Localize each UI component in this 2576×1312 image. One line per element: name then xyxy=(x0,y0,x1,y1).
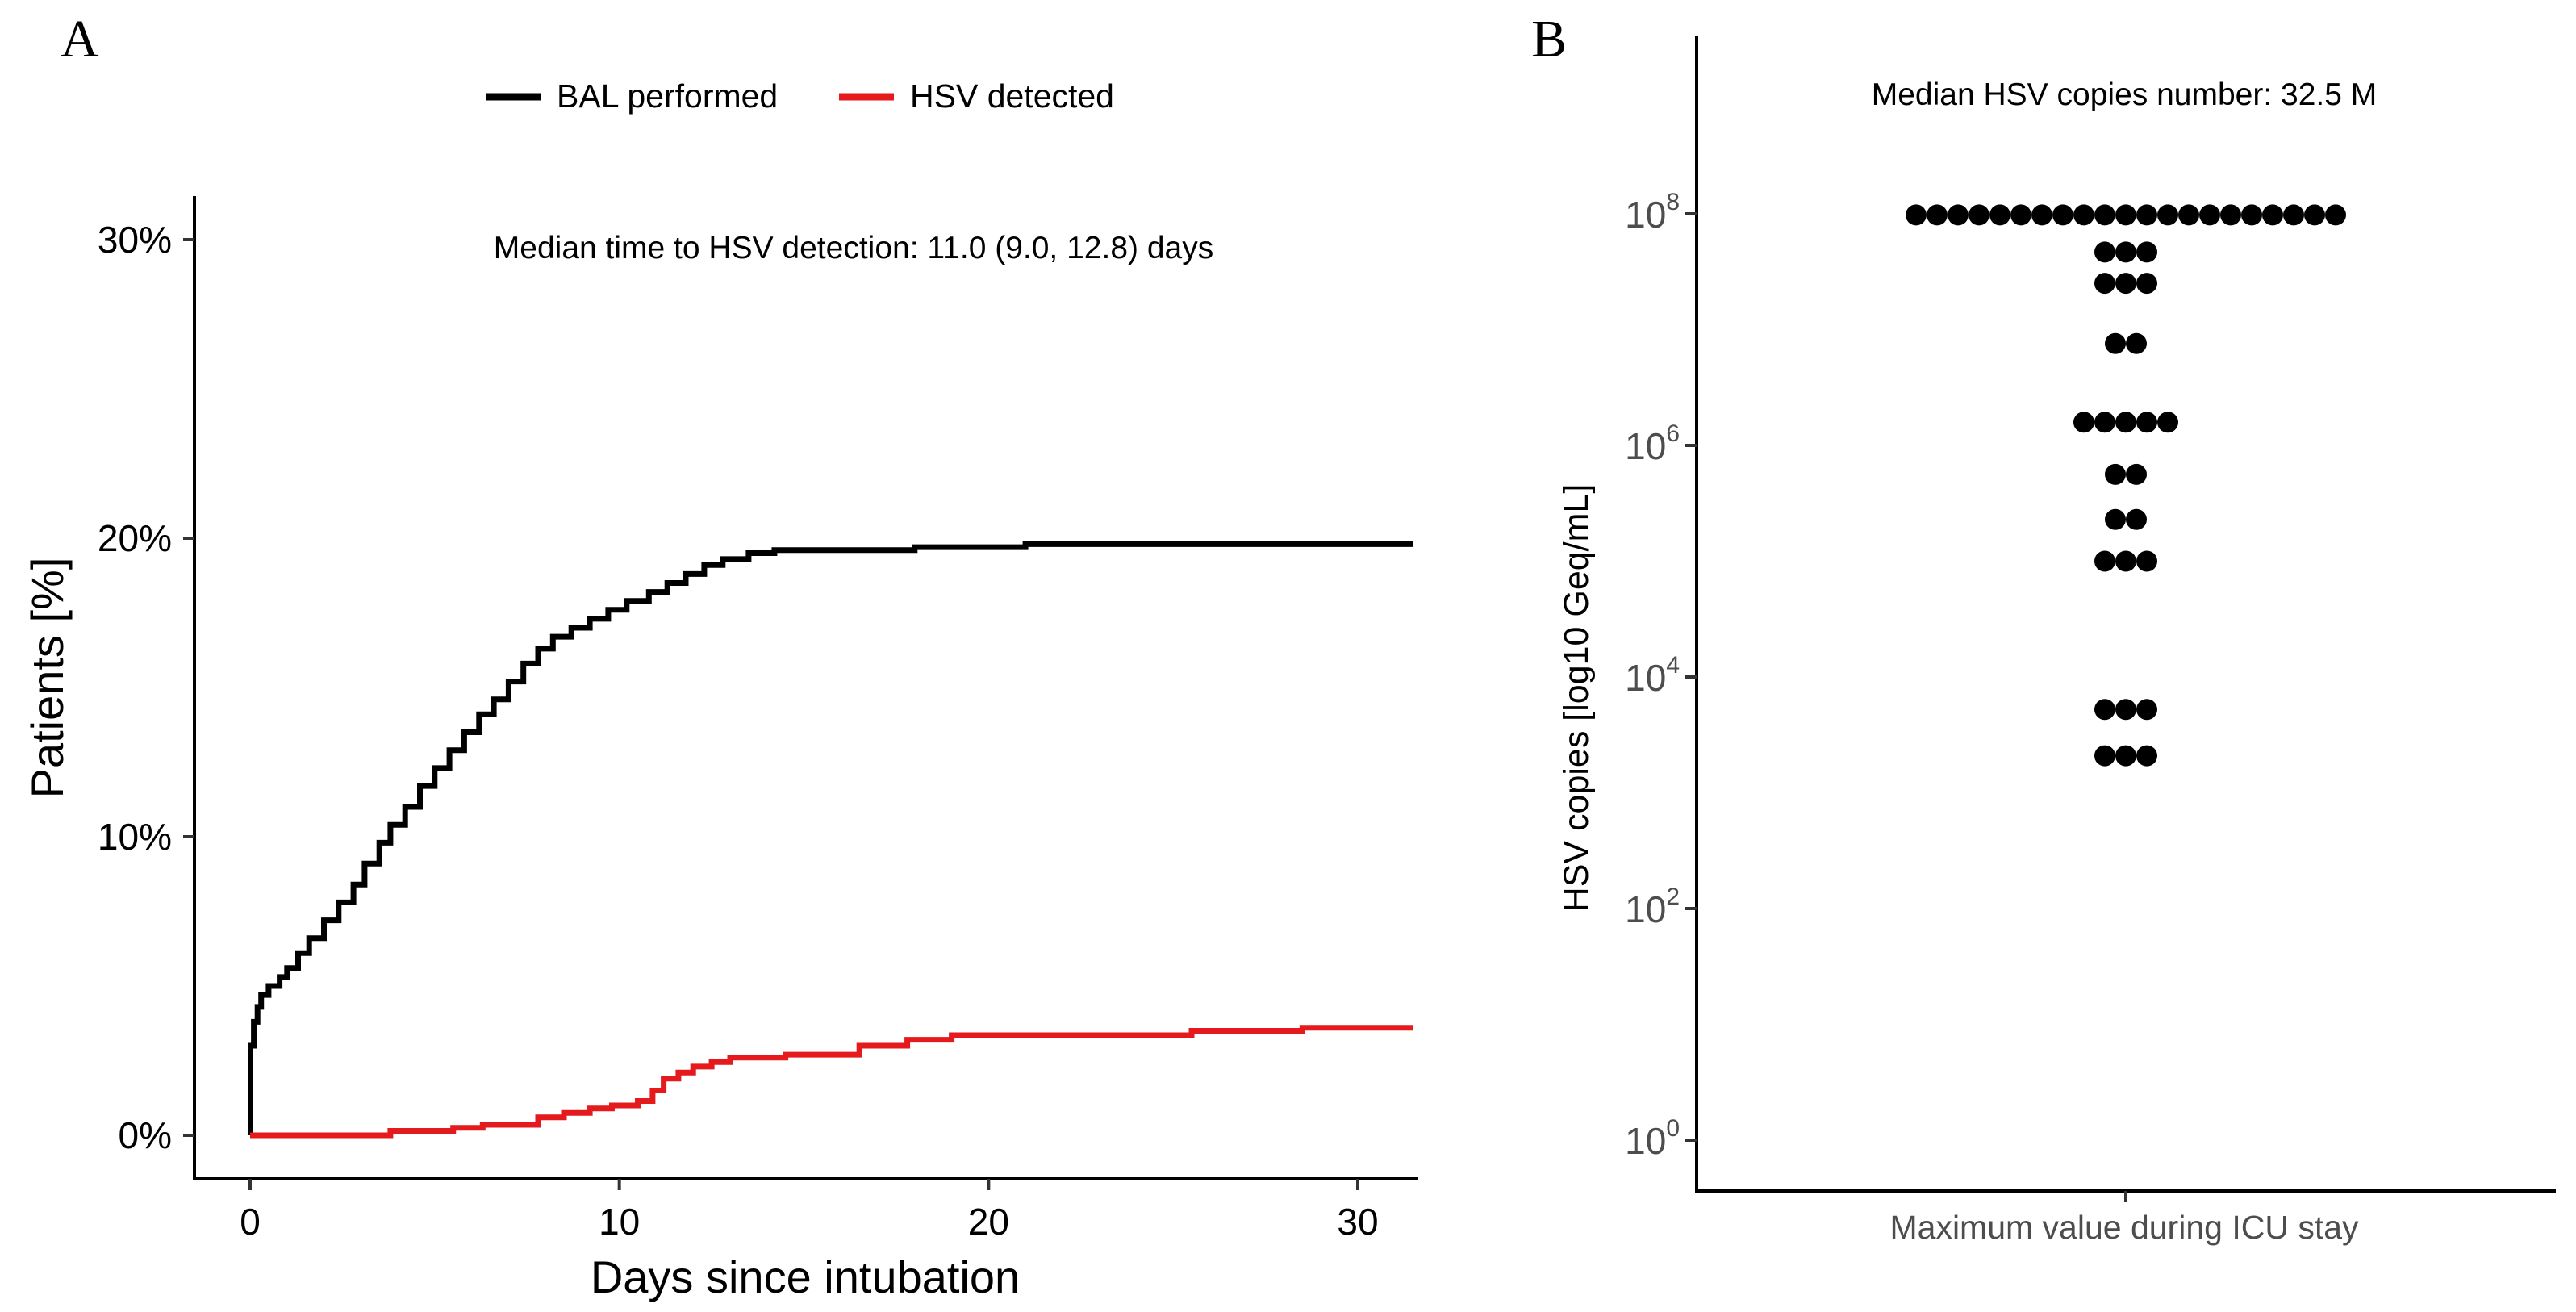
panel-b: B Median HSV copies number: 32.5 M 10010… xyxy=(1531,10,2556,1246)
data-dot xyxy=(2115,745,2136,767)
legend-label-hsv-detected: HSV detected xyxy=(910,77,1114,115)
data-dot xyxy=(2094,412,2115,433)
x-tick-label: 30 xyxy=(1337,1201,1378,1243)
data-dot xyxy=(1969,204,1989,226)
y-tick-label-b: 104 xyxy=(1625,652,1680,699)
data-dot xyxy=(2283,204,2304,226)
y-tick-label-b: 108 xyxy=(1625,189,1680,236)
x-tick-label: 0 xyxy=(240,1201,261,1243)
data-dot xyxy=(2052,204,2073,226)
y-axis-title-b: HSV copies [log10 Geq/mL] xyxy=(1557,484,1596,913)
data-dot xyxy=(2115,412,2136,433)
y-ticks-b: 100 102 104 106 108 xyxy=(1625,189,1697,1162)
data-dot xyxy=(2010,204,2031,226)
data-dot xyxy=(2136,241,2157,263)
data-dot xyxy=(2115,699,2136,721)
data-dot xyxy=(2136,273,2157,295)
data-dot xyxy=(2136,745,2157,767)
data-dot xyxy=(2094,699,2115,721)
data-dot xyxy=(2105,332,2126,354)
data-dot xyxy=(2136,204,2157,226)
data-dot xyxy=(2115,204,2136,226)
data-dot xyxy=(2094,241,2115,263)
x-tick-label-b: Maximum value during ICU stay xyxy=(1889,1209,2359,1246)
data-dot xyxy=(2031,204,2052,226)
y-tick-label: 0% xyxy=(119,1114,172,1156)
panel-a-label: A xyxy=(61,10,99,69)
median-time-annotation: Median time to HSV detection: 11.0 (9.0,… xyxy=(494,231,1213,265)
panel-b-label: B xyxy=(1531,10,1567,69)
data-dot xyxy=(2304,204,2325,226)
y-axis-title: Patients [%] xyxy=(22,558,73,799)
data-dot xyxy=(2241,204,2262,226)
y-ticks: 0% 10% 20% 30% xyxy=(98,219,194,1156)
series-lines xyxy=(248,541,1413,1139)
data-dot xyxy=(2136,699,2157,721)
data-dot xyxy=(1989,204,2010,226)
hsv-detected-line xyxy=(250,1025,1413,1139)
data-dot xyxy=(2094,204,2115,226)
data-dot xyxy=(2094,745,2115,767)
data-dot xyxy=(2073,204,2094,226)
legend-label-bal-performed: BAL performed xyxy=(557,77,778,115)
median-copies-annotation: Median HSV copies number: 32.5 M xyxy=(1872,77,2377,112)
data-dot xyxy=(2157,412,2178,433)
x-tick-label: 20 xyxy=(968,1201,1009,1243)
data-dot xyxy=(2126,508,2147,530)
data-dot xyxy=(2157,204,2178,226)
data-dot xyxy=(2136,550,2157,572)
x-tick-label: 10 xyxy=(599,1201,640,1243)
data-dot xyxy=(2220,204,2241,226)
data-dot xyxy=(1948,204,1969,226)
panel-a: A BAL performed HSV detected 0% 10% 20% 30%… xyxy=(22,10,1418,1302)
data-dot xyxy=(2105,508,2126,530)
data-dot xyxy=(2115,241,2136,263)
y-tick-label-b: 100 xyxy=(1625,1115,1680,1162)
x-axis-title: Days since intubation xyxy=(591,1251,1020,1302)
data-dot xyxy=(2073,412,2094,433)
data-dot xyxy=(1906,204,1927,226)
data-dot xyxy=(2136,412,2157,433)
data-dot xyxy=(2262,204,2283,226)
data-dot xyxy=(2115,550,2136,572)
dots xyxy=(1906,204,2346,767)
data-dot xyxy=(2126,332,2147,354)
legend: BAL performed HSV detected xyxy=(486,77,1114,115)
data-dot xyxy=(2199,204,2220,226)
data-dot xyxy=(2126,463,2147,485)
y-tick-label: 30% xyxy=(98,219,172,261)
data-dot xyxy=(1927,204,1948,226)
y-tick-label: 20% xyxy=(98,517,172,559)
bal-performed-line xyxy=(248,541,1413,1139)
data-dot xyxy=(2094,273,2115,295)
x-ticks: 0 10 20 30 xyxy=(240,1179,1379,1243)
data-dot xyxy=(2178,204,2199,226)
data-dot xyxy=(2115,273,2136,295)
data-dot xyxy=(2105,463,2126,485)
data-dot xyxy=(2325,204,2346,226)
data-dot xyxy=(2094,550,2115,572)
y-tick-label-b: 106 xyxy=(1625,420,1680,467)
y-tick-label: 10% xyxy=(98,816,172,858)
y-tick-label-b: 102 xyxy=(1625,884,1680,930)
